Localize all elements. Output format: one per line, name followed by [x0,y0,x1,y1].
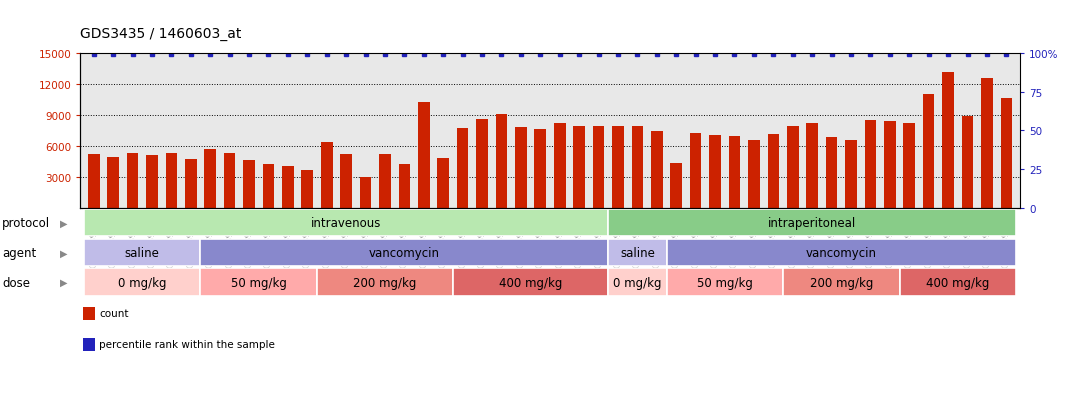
Text: ▶: ▶ [60,218,68,228]
Bar [166,154,177,208]
Bar [666,239,1016,266]
Bar [574,127,585,208]
Bar [1001,99,1012,208]
Text: vancomycin: vancomycin [805,246,877,259]
Bar [515,128,527,208]
Text: 50 mg/kg: 50 mg/kg [696,276,753,289]
Bar [671,164,682,208]
Bar [127,154,139,208]
Bar [244,161,255,208]
Text: 400 mg/kg: 400 mg/kg [499,276,562,289]
Bar [631,127,643,208]
Text: ▶: ▶ [60,278,68,287]
Text: saline: saline [125,246,160,259]
Bar [320,142,332,208]
Bar [88,154,99,208]
Bar [651,132,662,208]
Bar [923,95,934,208]
Text: 0 mg/kg: 0 mg/kg [117,276,167,289]
Bar [787,127,799,208]
Bar [84,239,201,266]
Bar [204,150,216,208]
Bar [201,269,317,296]
Text: GDS3435 / 1460603_at: GDS3435 / 1460603_at [80,27,241,41]
Text: saline: saline [619,246,655,259]
Text: ▶: ▶ [60,248,68,258]
Bar [496,114,507,208]
Bar [84,269,201,296]
Bar [201,239,609,266]
Bar [609,269,666,296]
Bar [301,170,313,208]
Text: 400 mg/kg: 400 mg/kg [926,276,989,289]
Bar [845,140,857,208]
Bar [84,209,609,237]
Text: agent: agent [2,246,36,259]
Bar [476,120,488,208]
Text: 0 mg/kg: 0 mg/kg [613,276,662,289]
Text: 200 mg/kg: 200 mg/kg [810,276,873,289]
Bar [666,269,783,296]
Text: 50 mg/kg: 50 mg/kg [231,276,286,289]
Bar [728,137,740,208]
Bar [107,158,119,208]
Bar [554,124,566,208]
Bar [453,269,609,296]
Text: 200 mg/kg: 200 mg/kg [354,276,417,289]
Bar [961,116,973,208]
Text: intraperitoneal: intraperitoneal [768,216,857,230]
Bar [360,177,372,208]
Bar [612,127,624,208]
Bar [981,78,993,208]
Bar [263,165,274,208]
Bar [690,134,702,208]
Bar [709,136,721,208]
Bar [609,209,1016,237]
Bar [185,160,197,208]
Text: protocol: protocol [2,216,50,230]
Text: dose: dose [2,276,30,289]
Bar [224,154,235,208]
Bar [282,167,294,208]
Bar [418,103,429,208]
Bar [826,138,837,208]
Bar [379,154,391,208]
Bar [748,140,759,208]
Bar [146,156,158,208]
Bar [865,121,876,208]
Bar [534,130,546,208]
Bar [593,127,604,208]
Bar [457,129,469,208]
Bar [884,122,896,208]
Text: percentile rank within the sample: percentile rank within the sample [99,339,276,349]
Bar [904,124,915,208]
Text: vancomycin: vancomycin [368,246,440,259]
Bar [783,269,899,296]
Text: intravenous: intravenous [311,216,381,230]
Bar [398,165,410,208]
Bar [942,73,954,208]
Text: count: count [99,309,129,318]
Bar [341,154,352,208]
Bar [609,239,666,266]
Bar [768,135,780,208]
Bar [806,124,818,208]
Bar [317,269,453,296]
Bar [438,159,449,208]
Bar [899,269,1016,296]
